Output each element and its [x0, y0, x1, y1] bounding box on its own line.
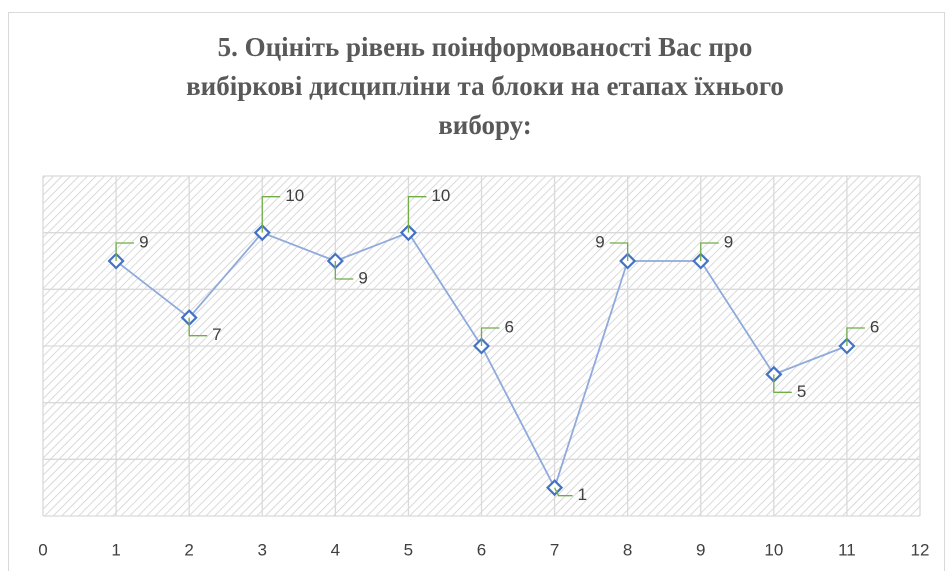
data-label: 6 — [870, 317, 879, 336]
label-leader — [261, 196, 281, 233]
x-tick-label: 2 — [184, 540, 193, 559]
x-tick-label: 4 — [331, 540, 340, 559]
x-tick-label: 3 — [258, 540, 267, 559]
data-label: 5 — [797, 382, 806, 401]
label-leader — [407, 196, 427, 233]
label-leader — [554, 487, 573, 497]
chart-title: 5. Оцініть рівень поінформованості Вас п… — [218, 32, 753, 62]
data-label: 9 — [358, 268, 367, 287]
data-label: 10 — [285, 186, 304, 205]
label-leader — [334, 261, 354, 280]
data-label: 7 — [212, 325, 221, 344]
x-tick-label: 9 — [696, 540, 705, 559]
x-tick-label: 5 — [404, 540, 413, 559]
x-tick-label: 8 — [623, 540, 632, 559]
chart-title: вибіркові дисципліни та блоки на етапах … — [186, 71, 784, 101]
label-leader — [115, 242, 135, 261]
x-tick-label: 6 — [477, 540, 486, 559]
data-label: 9 — [139, 232, 148, 251]
label-leader — [700, 242, 719, 261]
chart-title: вибору: — [438, 110, 532, 140]
label-leader — [188, 317, 208, 337]
label-leader — [480, 327, 500, 346]
x-tick-label: 11 — [838, 540, 856, 559]
label-leader — [846, 327, 865, 346]
x-tick-label: 7 — [550, 540, 559, 559]
data-label: 1 — [578, 485, 587, 504]
label-leader — [609, 242, 629, 261]
x-tick-label: 0 — [38, 540, 47, 559]
x-tick-label: 1 — [111, 540, 120, 559]
data-label: 10 — [431, 186, 450, 205]
data-label: 9 — [724, 232, 733, 251]
data-label: 9 — [595, 232, 604, 251]
label-leader — [773, 374, 792, 393]
data-label: 6 — [505, 317, 514, 336]
x-tick-label: 10 — [764, 540, 783, 559]
x-tick-label: 12 — [911, 540, 930, 559]
